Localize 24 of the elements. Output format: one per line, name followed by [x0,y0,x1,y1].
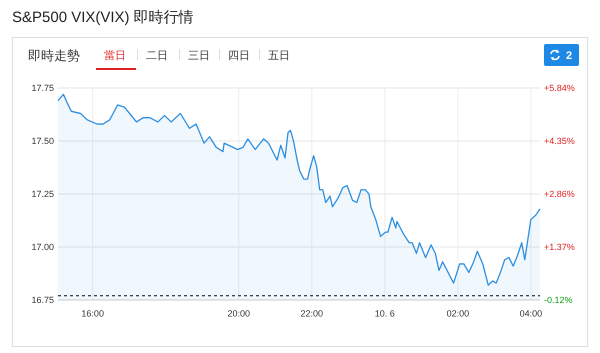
x-tick-label: 04:00 [520,308,542,318]
x-tick-label: 16:00 [81,308,104,318]
text: 四日 [228,50,250,62]
x-tick-label: 20:00 [227,308,250,318]
x-tick-label: 02:00 [446,308,470,318]
y-tick-label: 17.50 [31,136,54,146]
text: 當日 [104,49,126,62]
y2-tick-label: +1.37% [544,242,575,252]
x-tick-label: 22:00 [300,308,324,318]
y-tick-label: 17.25 [31,188,54,199]
y-tick-label: 17.75 [31,82,54,93]
text: 2 [566,50,572,62]
text: 五日 [268,50,290,62]
y2-tick-label: +2.86% [544,188,575,199]
chart-title: S&P500 VIX(VIX) 即時行情 [12,9,194,26]
text: 即時走勢 [28,48,80,63]
y-tick-label: 16.75 [31,294,54,305]
text: 二日 [146,50,168,62]
y2-tick-label: +4.35% [544,136,575,146]
text: 三日 [188,50,210,62]
x-tick-label: 10. 6 [374,308,395,318]
y2-tick-label: -0.12% [544,294,573,305]
y2-tick-label: +5.84% [544,82,575,93]
y-tick-label: 17.00 [31,242,54,252]
